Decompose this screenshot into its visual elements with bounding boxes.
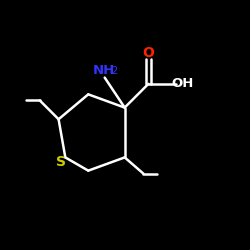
Text: 2: 2 [111,66,117,76]
Text: OH: OH [171,77,193,90]
Text: S: S [56,155,66,169]
Text: NH: NH [92,64,114,77]
Text: O: O [142,46,154,60]
